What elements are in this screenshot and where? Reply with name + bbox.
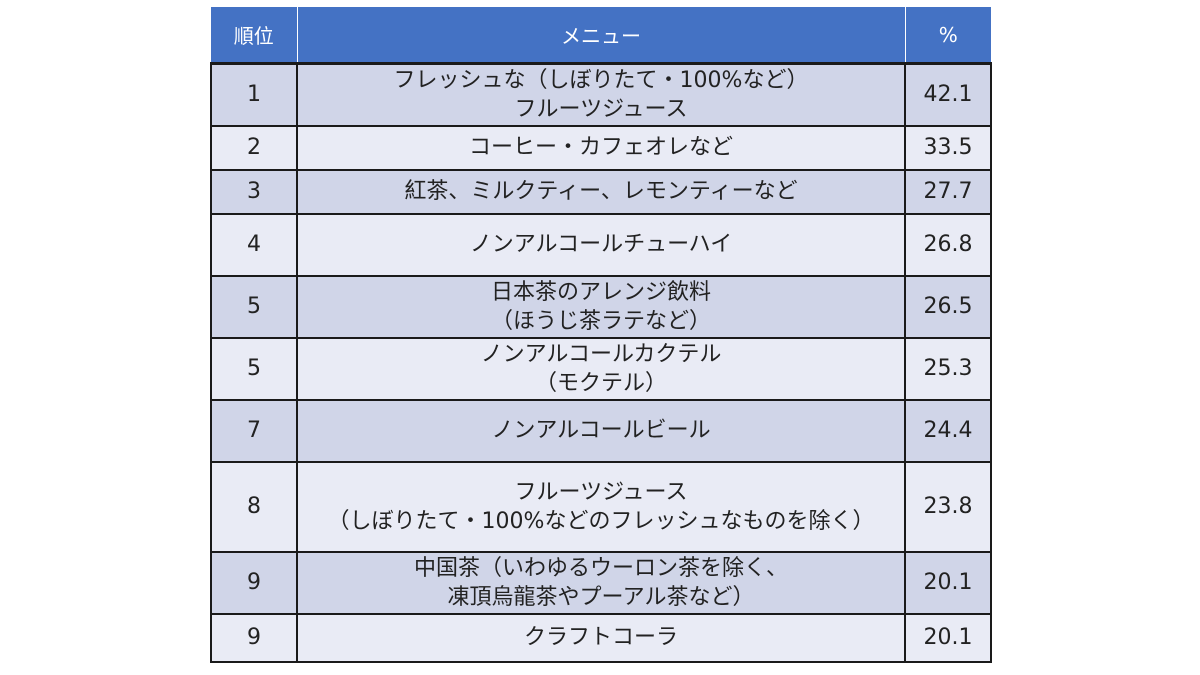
- rank-cell: 5: [210, 336, 298, 401]
- table-row: 5 日本茶のアレンジ飲料 （ほうじ茶ラテなど） 26.5: [210, 274, 992, 339]
- percent-cell: 24.4: [904, 398, 992, 463]
- header-rank: 順位: [211, 7, 298, 64]
- menu-line: フルーツジュース: [514, 96, 688, 122]
- menu-cell: ノンアルコールビール: [296, 398, 906, 463]
- menu-line: ノンアルコールチューハイ: [469, 232, 733, 257]
- ranking-table-container: 順位 メニュー % 1 フレッシュな（しぼりたて・100%など） フルーツジュース 4…: [210, 7, 992, 663]
- menu-cell: コーヒー・カフェオレなど: [296, 124, 906, 171]
- rank-cell: 8: [210, 460, 298, 553]
- menu-cell: 中国茶（いわゆるウーロン茶を除く、 凍頂烏龍茶やプーアル茶など）: [296, 550, 906, 615]
- menu-cell: フレッシュな（しぼりたて・100%など） フルーツジュース: [296, 62, 906, 127]
- menu-cell: ノンアルコールカクテル （モクテル）: [296, 336, 906, 401]
- menu-line: 凍頂烏龍茶やプーアル茶など）: [447, 584, 755, 610]
- menu-line: コーヒー・カフェオレなど: [468, 135, 733, 160]
- header-menu: メニュー: [296, 7, 906, 64]
- percent-cell: 23.8: [904, 460, 992, 553]
- menu-line: 紅茶、ミルクティー、レモンティーなど: [404, 179, 798, 204]
- menu-line: フレッシュな（しぼりたて・100%など）: [393, 67, 809, 93]
- percent-cell: 33.5: [904, 124, 992, 171]
- percent-cell: 26.8: [904, 212, 992, 277]
- table-row: 9 クラフトコーラ 20.1: [210, 612, 992, 663]
- menu-line: 中国茶（いわゆるウーロン茶を除く、: [413, 555, 788, 581]
- menu-cell: フルーツジュース （しぼりたて・100%などのフレッシュなものを除く）: [296, 460, 906, 553]
- menu-cell: ノンアルコールチューハイ: [296, 212, 906, 277]
- table-row: 7 ノンアルコールビール 24.4: [210, 398, 992, 463]
- menu-line: （モクテル）: [534, 370, 667, 396]
- menu-cell: 日本茶のアレンジ飲料 （ほうじ茶ラテなど）: [296, 274, 906, 339]
- rank-cell: 1: [210, 62, 298, 127]
- table-header: 順位 メニュー %: [211, 7, 991, 64]
- rank-cell: 9: [210, 612, 298, 663]
- menu-line: （しぼりたて・100%などのフレッシュなものを除く）: [327, 508, 875, 534]
- table-row: 8 フルーツジュース （しぼりたて・100%などのフレッシュなものを除く） 23.8: [210, 460, 992, 553]
- menu-line: ノンアルコールカクテル: [480, 341, 722, 367]
- menu-line: クラフトコーラ: [523, 625, 678, 650]
- table-row: 5 ノンアルコールカクテル （モクテル） 25.3: [210, 336, 992, 401]
- rank-cell: 7: [210, 398, 298, 463]
- rank-cell: 3: [210, 168, 298, 215]
- rank-cell: 2: [210, 124, 298, 171]
- header-percent: %: [904, 7, 991, 64]
- header-row: 順位 メニュー %: [211, 7, 991, 64]
- table-row: 2 コーヒー・カフェオレなど 33.5: [210, 124, 992, 171]
- menu-line: フルーツジュース: [514, 479, 688, 505]
- percent-cell: 20.1: [904, 612, 992, 663]
- menu-line: （ほうじ茶ラテなど）: [490, 308, 711, 334]
- rank-cell: 9: [210, 550, 298, 615]
- table-row: 3 紅茶、ミルクティー、レモンティーなど 27.7: [210, 168, 992, 215]
- rank-cell: 5: [210, 274, 298, 339]
- menu-line: 日本茶のアレンジ飲料: [490, 279, 711, 305]
- table-body: 1 フレッシュな（しぼりたて・100%など） フルーツジュース 42.1 2 コーヒー・カ…: [210, 62, 992, 663]
- percent-cell: 20.1: [904, 550, 992, 615]
- percent-cell: 42.1: [904, 62, 992, 127]
- menu-cell: 紅茶、ミルクティー、レモンティーなど: [296, 168, 906, 215]
- table-row: 4 ノンアルコールチューハイ 26.8: [210, 212, 992, 277]
- table-row: 1 フレッシュな（しぼりたて・100%など） フルーツジュース 42.1: [210, 62, 992, 127]
- ranking-table: 順位 メニュー % 1 フレッシュな（しぼりたて・100%など） フルーツジュース 4…: [210, 7, 992, 663]
- percent-cell: 27.7: [904, 168, 992, 215]
- menu-cell: クラフトコーラ: [296, 612, 906, 663]
- percent-cell: 26.5: [904, 274, 992, 339]
- table-row: 9 中国茶（いわゆるウーロン茶を除く、 凍頂烏龍茶やプーアル茶など） 20.1: [210, 550, 992, 615]
- menu-line: ノンアルコールビール: [491, 418, 711, 443]
- percent-cell: 25.3: [904, 336, 992, 401]
- rank-cell: 4: [210, 212, 298, 277]
